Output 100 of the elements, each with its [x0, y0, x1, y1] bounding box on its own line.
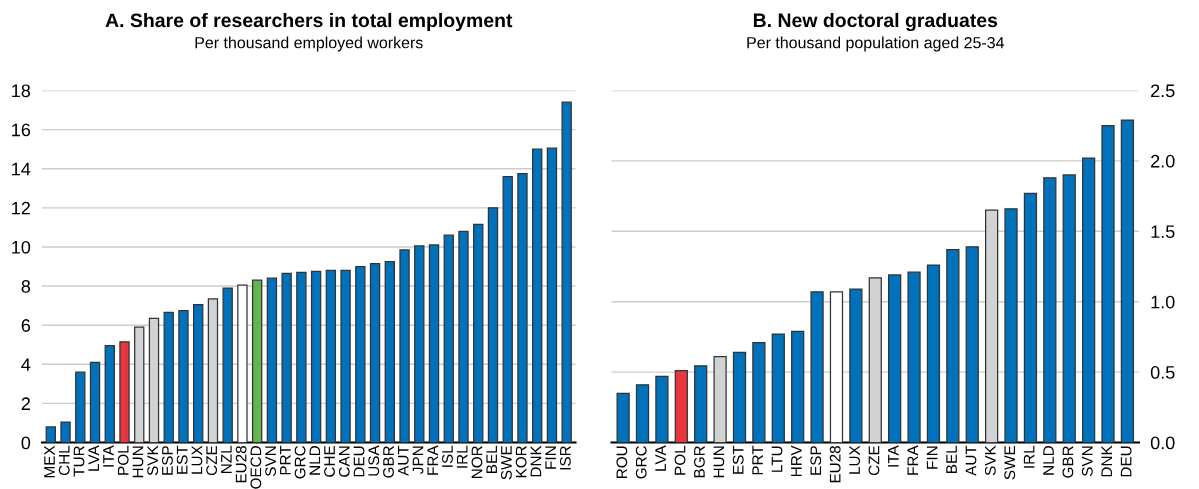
x-tick-label: FRA	[427, 445, 438, 475]
bar	[325, 269, 337, 443]
bar	[1004, 208, 1018, 443]
x-tick-label: ITA	[103, 445, 114, 467]
chart-subtitle: Per thousand population aged 25-34	[747, 36, 1005, 52]
x-tick-label: GBR	[383, 446, 394, 478]
x-tick-label: NZL	[221, 445, 232, 473]
bar	[60, 421, 71, 443]
bar	[399, 249, 410, 443]
x-tick-label: USA	[368, 445, 380, 476]
bar	[1023, 192, 1038, 443]
bar	[655, 375, 669, 443]
bar	[829, 291, 844, 443]
y-tick-label: 0.5	[1150, 366, 1175, 379]
bar	[517, 172, 528, 443]
x-tick-label: TUR	[73, 446, 85, 477]
bar	[458, 230, 469, 443]
bar	[75, 371, 86, 443]
y-tick-label: 4	[21, 358, 31, 371]
x-tick-label: ROU	[616, 446, 628, 479]
y-tick-label: 16	[12, 123, 31, 137]
x-tick-label: SVN	[265, 446, 276, 477]
bar	[443, 234, 454, 443]
bar	[281, 272, 292, 443]
x-tick-label: FIN	[545, 446, 556, 469]
bar	[119, 341, 130, 443]
x-tick-label: PRT	[752, 445, 763, 475]
x-tick-label: FIN	[926, 446, 938, 469]
x-tick-label: JPN	[412, 446, 424, 474]
bar	[237, 284, 248, 443]
chart-title: A. Share of researchers in total employment	[105, 12, 513, 32]
x-tick-label: KOR	[515, 446, 527, 478]
x-tick-label: NLD	[1043, 446, 1054, 475]
x-tick-label: ESP	[810, 446, 822, 475]
x-tick-label: POL	[674, 445, 686, 475]
x-tick-label: DEU	[353, 446, 365, 477]
bar	[414, 245, 425, 443]
bar	[1081, 157, 1096, 443]
bar	[266, 277, 278, 443]
y-tick-label: 8	[21, 280, 31, 293]
x-tick-label: CHL	[58, 445, 70, 476]
x-tick-label: DNK	[530, 445, 542, 477]
x-tick-label: BGR	[693, 446, 705, 478]
bar	[546, 147, 558, 443]
bar	[561, 101, 572, 443]
bar	[1101, 125, 1115, 443]
chart-title: B. New doctoral graduates	[753, 12, 998, 32]
x-tick-label: AUT	[397, 445, 409, 476]
bar	[888, 274, 902, 443]
x-tick-label: ESP	[162, 446, 173, 475]
x-tick-label: GRC	[294, 445, 306, 479]
x-tick-label: HRV	[791, 445, 802, 477]
bar	[1062, 174, 1076, 443]
x-tick-label: IRL	[456, 445, 468, 468]
x-tick-label: HUN	[132, 446, 144, 478]
x-tick-label: IRL	[1023, 445, 1035, 468]
x-tick-label: GRC	[635, 445, 647, 479]
y-tick-label: 1.0	[1151, 295, 1175, 309]
bar	[296, 271, 307, 443]
y-tick-label: 1.5	[1151, 225, 1175, 239]
bar	[473, 223, 484, 443]
bar	[163, 311, 174, 443]
bar	[1120, 119, 1135, 443]
bar	[674, 370, 688, 443]
bar	[310, 270, 322, 443]
bar	[532, 148, 543, 443]
x-tick-label: BEL	[946, 445, 957, 473]
x-tick-label: POL	[117, 445, 129, 475]
bar	[384, 260, 396, 443]
y-tick-label: 2.5	[1151, 84, 1175, 98]
bar	[752, 341, 766, 443]
x-tick-label: CAN	[338, 446, 350, 477]
x-tick-label: EU28	[235, 445, 247, 483]
x-tick-label: BEL	[486, 445, 497, 473]
x-tick-label: HUN	[713, 446, 725, 478]
x-tick-label: PRT	[280, 445, 291, 475]
x-tick-label: GBR	[1062, 446, 1074, 478]
x-tick-label: CHE	[324, 445, 335, 477]
bar	[45, 426, 57, 443]
chart-subtitle: Per thousand employed workers	[195, 36, 423, 52]
y-tick-label: 10	[12, 240, 31, 254]
bar	[771, 333, 785, 443]
bar	[946, 248, 960, 443]
bar	[810, 291, 824, 443]
x-tick-label: EST	[176, 445, 188, 474]
x-tick-label: LVA	[88, 445, 99, 471]
x-tick-label: LTU	[771, 446, 783, 472]
x-tick-label: SVK	[984, 445, 996, 476]
x-tick-label: AUT	[965, 445, 977, 476]
x-tick-label: LUX	[191, 445, 203, 474]
x-tick-label: NOR	[471, 446, 483, 479]
bar	[487, 207, 499, 443]
y-tick-label: 2	[21, 397, 30, 410]
x-tick-label: LVA	[655, 445, 666, 471]
x-tick-label: CZE	[868, 445, 880, 476]
x-tick-label: NLD	[309, 446, 321, 475]
bar	[369, 262, 381, 443]
bar	[791, 330, 805, 443]
x-tick-label: SWE	[1004, 445, 1016, 480]
x-tick-label: EST	[732, 445, 744, 474]
